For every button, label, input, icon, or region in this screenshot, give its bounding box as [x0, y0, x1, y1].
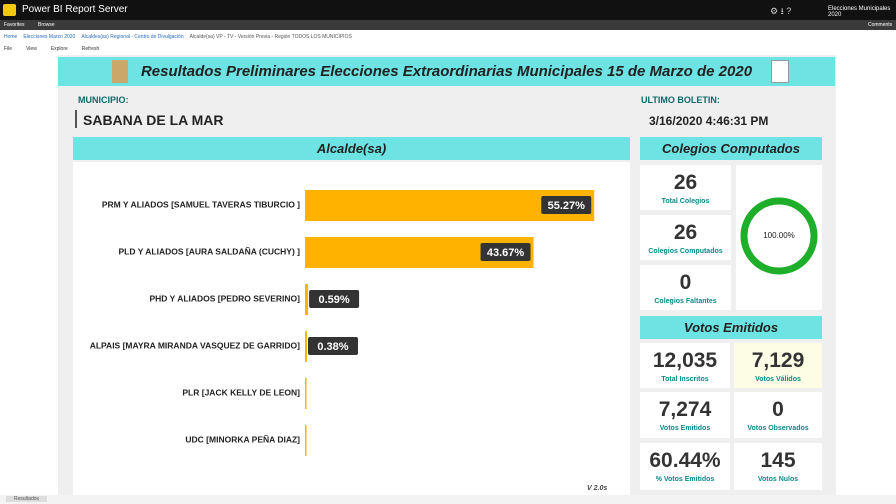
card-value: 0 — [772, 398, 784, 421]
user[interactable]: Elecciones Municipales 2020 — [828, 6, 891, 18]
card: 0 Votos Observados — [734, 392, 822, 438]
boletin: 3/16/2020 4:46:31 PM — [649, 114, 769, 128]
crumb[interactable]: Elecciones Marzo 2020 — [23, 34, 76, 40]
municipio-label: MUNICIPIO: — [78, 95, 129, 105]
nav-favorites[interactable]: Favorites — [4, 22, 25, 28]
votos-header: Votos Emitidos — [640, 316, 822, 339]
card-label: Colegios Faltantes — [654, 298, 717, 305]
logo — [112, 60, 128, 83]
colegios-header: Colegios Computados — [640, 137, 822, 160]
tool[interactable]: Refresh — [81, 46, 100, 52]
card-label: Colegios Computados — [648, 248, 723, 255]
card-value: 60.44% — [649, 449, 721, 472]
logo-2020 — [771, 60, 789, 83]
bar — [305, 425, 307, 456]
accent-bar — [75, 110, 77, 128]
card-value: 26 — [673, 171, 698, 194]
header-text: Votos Emitidos — [683, 320, 779, 335]
header-text: Colegios Computados — [662, 141, 800, 156]
tool[interactable]: View — [26, 46, 37, 52]
card-label: Total Inscritos — [661, 376, 709, 383]
title-text: Resultados Preliminares Elecciones Extra… — [140, 63, 753, 80]
bar — [305, 284, 309, 315]
card-value: 145 — [760, 449, 796, 472]
tool[interactable]: Explore — [50, 46, 68, 52]
category-label: PHD Y ALIADOS [PEDRO SEVERINO] — [149, 293, 300, 303]
crumb[interactable]: Home — [4, 34, 18, 40]
crumb[interactable]: Alcaldes(as) Regional - Centro de Divulg… — [81, 34, 184, 40]
gauge-arc — [740, 197, 818, 275]
card: 26 Total Colegios — [640, 165, 731, 210]
value-label: 43.67% — [487, 247, 525, 259]
boletin-label: ULTIMO BOLETIN: — [641, 95, 720, 105]
card-value: 7,129 — [751, 349, 805, 372]
app-bar: Power BI Report Server ⚙ ⭳ ? Elecciones … — [0, 0, 896, 20]
settings-icon[interactable]: ⚙ ⭳ ? — [770, 6, 792, 16]
card: 12,035 Total Inscritos — [640, 343, 730, 388]
category-label: UDC [MINORKA PEÑA DIAZ] — [185, 434, 300, 444]
category-label: PRM Y ALIADOS [SAMUEL TAVERAS TIBURCIO ] — [102, 199, 300, 209]
nav-bar: Favorites Browse Comments — [0, 20, 896, 30]
card-label: % Votos Emitidos — [655, 476, 715, 483]
bar — [305, 378, 307, 409]
comments[interactable]: Comments — [868, 22, 893, 28]
card-label: Total Colegios — [661, 198, 710, 205]
report-title: Resultados Preliminares Elecciones Extra… — [58, 57, 835, 86]
municipio: SABANA DE LA MAR — [83, 112, 224, 128]
card-value: 0 — [679, 271, 692, 294]
tool[interactable]: File — [4, 46, 13, 52]
card: 7,274 Votos Emitidos — [640, 392, 730, 438]
value-label-bg — [309, 290, 360, 308]
card-value: 26 — [673, 221, 698, 244]
nav-browse[interactable]: Browse — [38, 22, 55, 28]
value-label: 55.27% — [548, 200, 586, 212]
card: 60.44% % Votos Emitidos — [640, 443, 730, 490]
card: 7,129 Votos Válidos — [734, 343, 822, 388]
category-label: ALPAIS [MAYRA MIRANDA VASQUEZ DE GARRIDO… — [90, 340, 300, 350]
app-title: Power BI Report Server — [22, 4, 128, 15]
breadcrumb: Home Elecciones Marzo 2020 Alcaldes(as) … — [4, 34, 352, 40]
category-label: PLR [JACK KELLY DE LEON] — [182, 387, 300, 397]
value-label-bg — [480, 243, 531, 261]
app-icon — [3, 4, 16, 16]
tab[interactable]: Resultados — [6, 496, 48, 502]
card: 145 Votos Nulos — [734, 443, 822, 490]
value-label: 0.59% — [318, 294, 349, 306]
value-label-bg — [307, 337, 358, 355]
gauge: 100.00% — [736, 165, 822, 310]
bar — [305, 331, 307, 362]
category-label: PLD Y ALIADOS [AURA SALDAÑA (CUCHY) ] — [119, 246, 301, 256]
card: 0 Colegios Faltantes — [640, 265, 731, 310]
version: V 2.0s — [587, 485, 608, 492]
chart-title: Alcalde(sa) — [316, 141, 387, 156]
status-bar: Resultados — [0, 495, 896, 504]
toolbar: File View Explore Refresh — [4, 46, 99, 52]
card-value: 12,035 — [652, 349, 718, 372]
card-label: Votos Nulos — [757, 476, 799, 483]
card-label: Votos Válidos — [755, 376, 801, 383]
card-label: Votos Observados — [747, 425, 809, 432]
card: 26 Colegios Computados — [640, 215, 731, 260]
value-label-bg — [541, 196, 592, 214]
chart: PRM Y ALIADOS [SAMUEL TAVERAS TIBURCIO ]… — [73, 162, 630, 495]
chart-header: Alcalde(sa) — [73, 137, 630, 160]
card-label: Votos Emitidos — [659, 425, 711, 432]
value-label: 0.38% — [317, 341, 348, 353]
gauge-label: 100.00% — [763, 231, 795, 240]
crumb: Alcalde(sa) VP - TV - Versión Previa - R… — [189, 34, 352, 40]
card-value: 7,274 — [658, 398, 712, 421]
